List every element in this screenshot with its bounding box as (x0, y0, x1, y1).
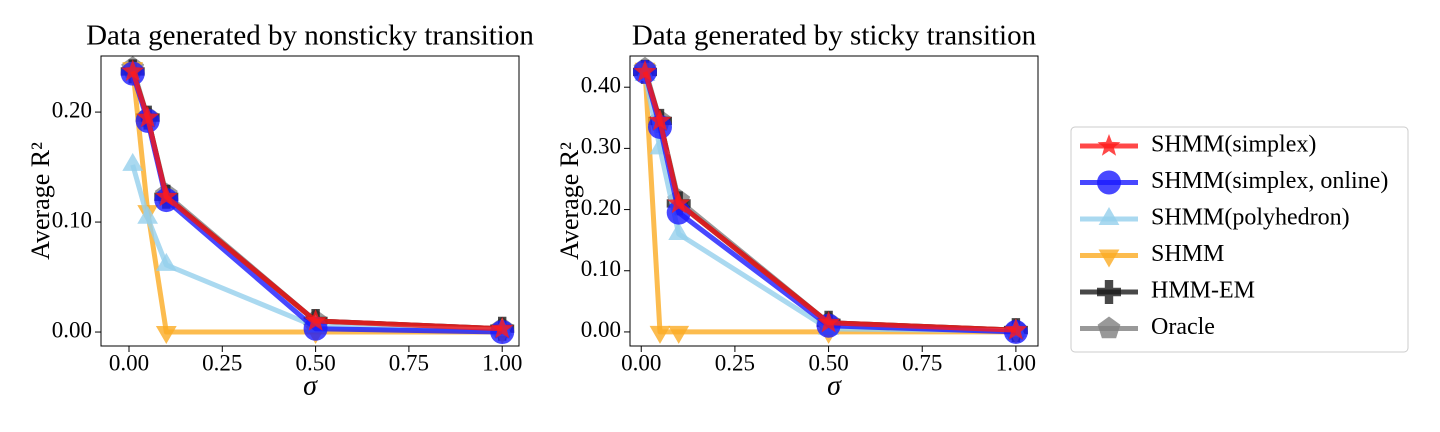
legend-marker (1098, 249, 1120, 268)
data-point (137, 205, 158, 224)
x-tick-label: 0.75 (389, 350, 429, 375)
legend-label: SHMM (1151, 241, 1224, 267)
series-line (130, 67, 503, 332)
data-point (304, 309, 327, 331)
data-point (817, 310, 840, 333)
x-tick-label: 1.00 (996, 350, 1036, 375)
data-point (121, 59, 145, 82)
data-point (1004, 318, 1028, 340)
legend-label: SHMM(polyhedron) (1151, 205, 1350, 231)
x-axis-label: σ (827, 370, 842, 401)
legend-label: HMM-EM (1151, 278, 1255, 304)
data-point (122, 152, 144, 171)
plot-frame (100, 55, 520, 347)
y-tick-label: 0.00 (581, 317, 621, 342)
data-point (155, 326, 177, 344)
series-line (130, 70, 503, 332)
plot-area (632, 56, 1028, 344)
data-point (490, 316, 514, 339)
x-tick-label: 0.00 (621, 350, 661, 375)
series-line (130, 67, 503, 335)
series-line (642, 71, 1016, 335)
y-axis-label: Average R² (555, 142, 584, 260)
series-line (642, 68, 1016, 335)
legend-marker (1097, 170, 1121, 195)
series-line (642, 68, 1016, 333)
y-axis-label: Average R² (26, 142, 55, 260)
x-tick-label: 0.50 (808, 350, 848, 375)
data-point (667, 191, 691, 214)
data-point (136, 105, 160, 128)
data-point (155, 252, 177, 271)
y-tick-label: 0.00 (52, 317, 92, 342)
y-tick-label: 0.10 (581, 256, 621, 281)
data-point (648, 108, 672, 131)
y-tick-label: 0.20 (52, 97, 92, 122)
data-point (633, 59, 657, 82)
y-tick-label: 0.10 (52, 207, 92, 232)
x-tick-label: 0.75 (902, 350, 942, 375)
x-tick-label: 0.25 (202, 350, 242, 375)
data-point (154, 184, 178, 207)
chart-title: Data generated by nonsticky transition (86, 20, 534, 52)
x-axis-label: σ (303, 370, 318, 401)
x-tick-label: 1.00 (482, 350, 522, 375)
y-tick-label: 0.20 (581, 195, 621, 220)
x-tick-label: 0.25 (715, 350, 755, 375)
legend-marker (1097, 134, 1121, 156)
x-tick-label: 0.50 (295, 350, 335, 375)
data-point (668, 325, 690, 344)
plot-area (120, 56, 515, 345)
legend-marker (1097, 316, 1121, 339)
y-tick-label: 0.40 (581, 72, 621, 97)
legend-label: SHMM(simplex, online) (1151, 168, 1388, 194)
data-point (649, 325, 671, 344)
data-point (668, 222, 690, 240)
legend-marker (1097, 280, 1121, 304)
legend-label: Oracle (1151, 314, 1215, 340)
y-tick-label: 0.30 (581, 134, 621, 159)
chart-title: Data generated by sticky transition (632, 20, 1037, 52)
series-line (130, 72, 503, 335)
series-line (130, 164, 503, 333)
series-line (130, 70, 503, 332)
legend-label: SHMM(simplex) (1151, 132, 1316, 158)
series-line (642, 71, 1016, 333)
series-line (642, 74, 1016, 334)
plot-frame (629, 55, 1039, 347)
legend-frame (1070, 126, 1409, 353)
legend: SHMM(simplex) SHMM(simplex, online) SHMM(p… (1070, 126, 1409, 353)
legend-marker (1098, 207, 1120, 225)
x-tick-label: 0.00 (109, 350, 149, 375)
series-line (642, 71, 1016, 333)
